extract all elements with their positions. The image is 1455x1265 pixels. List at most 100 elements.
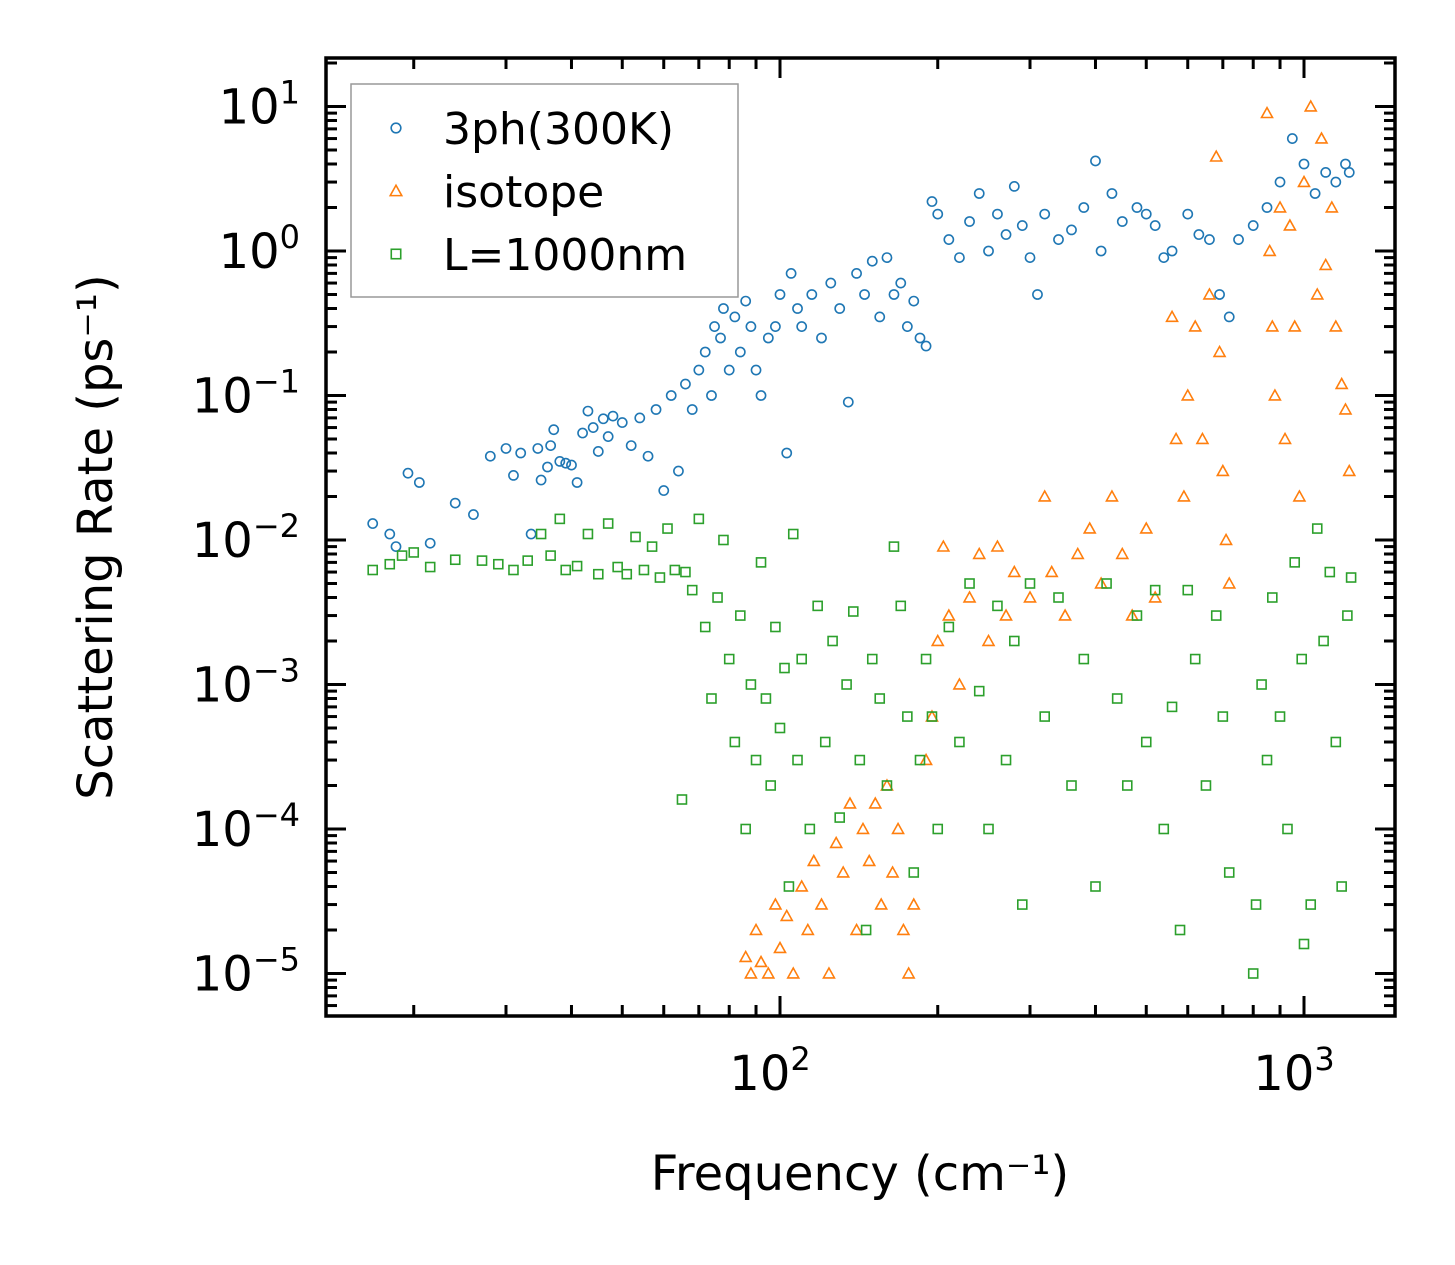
- data-point: [926, 711, 938, 722]
- data-point: [773, 940, 787, 954]
- data-point: [1082, 521, 1097, 534]
- data-point: [1212, 344, 1227, 358]
- data-point: [566, 459, 577, 471]
- data-point: [932, 208, 944, 220]
- data-point: [972, 546, 987, 560]
- data-point: [1223, 867, 1235, 878]
- data-point: [914, 332, 926, 344]
- data-point: [654, 572, 666, 583]
- data-point: [1298, 158, 1310, 170]
- data-point: [625, 440, 637, 452]
- data-point: [500, 443, 512, 454]
- data-point: [1324, 200, 1339, 213]
- data-point: [535, 474, 547, 486]
- data-point: [1250, 899, 1262, 910]
- data-point: [1149, 584, 1161, 596]
- data-point: [914, 754, 926, 766]
- data-point: [1058, 608, 1072, 621]
- data-point: [582, 528, 594, 540]
- data-point: [1210, 610, 1222, 621]
- data-point: [999, 608, 1013, 621]
- data-point: [941, 608, 956, 621]
- data-point: [706, 390, 717, 401]
- data-point: [1166, 701, 1178, 713]
- data-point: [762, 332, 774, 344]
- data-point: [1090, 881, 1101, 892]
- data-point: [592, 568, 604, 580]
- data-point: [891, 821, 905, 835]
- y-tick-label: 10−3: [192, 652, 300, 714]
- data-point: [874, 693, 886, 704]
- data-point: [964, 578, 975, 589]
- data-point: [983, 245, 994, 257]
- data-point: [1219, 532, 1233, 546]
- data-point: [881, 780, 893, 791]
- data-point: [548, 424, 560, 436]
- data-point: [1111, 693, 1123, 704]
- data-point: [796, 321, 808, 332]
- data-point: [612, 561, 623, 573]
- tick-exponent: 1: [280, 74, 300, 112]
- data-point: [1265, 319, 1280, 332]
- data-point: [729, 311, 741, 323]
- data-point: [699, 346, 711, 358]
- data-point: [1195, 431, 1210, 445]
- data-point: [577, 427, 588, 439]
- data-point: [745, 679, 757, 690]
- data-point: [926, 196, 938, 207]
- data-point: [1180, 388, 1195, 401]
- data-point: [676, 794, 688, 805]
- legend-label: L=1000nm: [443, 230, 687, 281]
- data-point: [582, 405, 594, 417]
- data-point: [1314, 131, 1329, 144]
- data-point: [1044, 564, 1059, 578]
- data-point: [492, 558, 504, 570]
- legend-item: L=1000nm: [390, 230, 687, 281]
- data-point: [895, 600, 907, 612]
- data-point: [1200, 780, 1212, 791]
- data-point: [686, 584, 698, 596]
- data-point: [738, 949, 753, 963]
- data-point: [920, 340, 932, 352]
- x-tick-label: 102: [729, 1040, 810, 1102]
- data-point: [630, 531, 641, 543]
- data-point: [1311, 523, 1323, 534]
- data-point: [1233, 234, 1244, 245]
- data-point: [1292, 489, 1307, 502]
- data-point: [1204, 234, 1215, 245]
- data-point: [1222, 576, 1237, 589]
- series-square: [367, 513, 1357, 979]
- data-point: [1158, 823, 1170, 835]
- data-point: [525, 528, 537, 540]
- plot-frame: [324, 56, 1397, 1018]
- data-point: [1032, 289, 1043, 300]
- data-point: [761, 966, 776, 979]
- data-point: [1297, 174, 1311, 188]
- data-point: [954, 736, 965, 748]
- data-point: [449, 497, 461, 509]
- data-point: [545, 440, 557, 452]
- data-point: [834, 303, 846, 314]
- legend-marker-circle: [390, 122, 402, 134]
- data-point: [665, 390, 677, 401]
- data-point: [621, 568, 633, 580]
- data-point: [1023, 590, 1037, 603]
- data-point: [906, 897, 921, 910]
- y-axis-label: Scattering Rate (ps⁻¹): [68, 274, 124, 800]
- data-point: [616, 417, 628, 428]
- data-point: [785, 267, 797, 279]
- data-point: [1261, 754, 1273, 766]
- data-point: [825, 277, 837, 289]
- data-point: [686, 404, 698, 415]
- data-point: [592, 446, 604, 457]
- data-point: [602, 431, 614, 442]
- data-point: [952, 677, 967, 690]
- data-point: [749, 922, 763, 936]
- data-point: [476, 555, 488, 566]
- data-point: [750, 364, 762, 376]
- data-point: [804, 823, 816, 835]
- data-point: [868, 796, 883, 809]
- data-point: [384, 558, 396, 570]
- data-point: [607, 410, 619, 422]
